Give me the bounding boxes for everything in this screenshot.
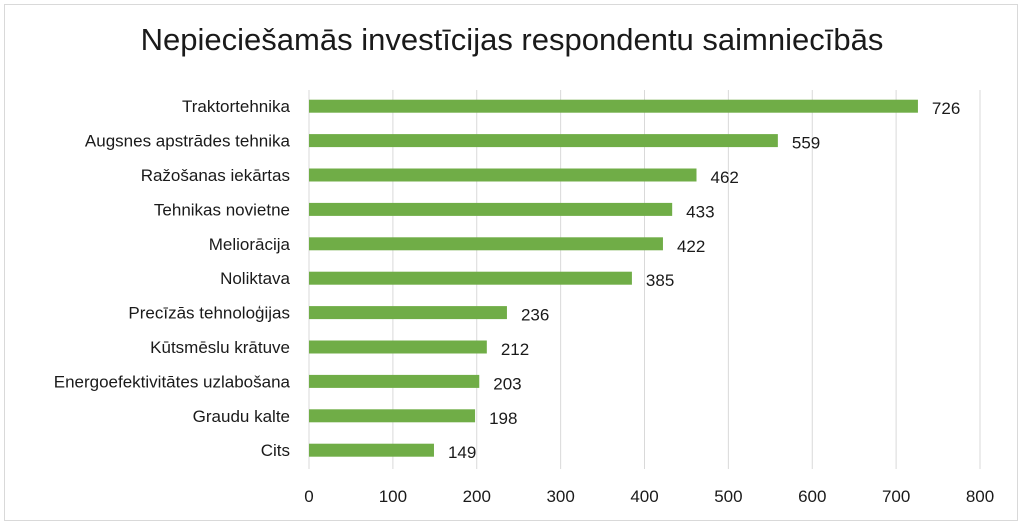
bar [309,99,918,113]
x-tick-label: 800 [966,487,994,506]
data-label: 236 [521,306,549,325]
category-label: Traktortehnika [182,97,291,116]
data-label: 726 [932,99,960,118]
category-label: Cits [261,441,290,460]
data-label: 198 [489,409,517,428]
data-label: 422 [677,237,705,256]
data-label: 203 [493,374,521,393]
category-label: Augsnes apstrādes tehnika [85,132,291,151]
data-label: 385 [646,271,674,290]
x-tick-label: 500 [714,487,742,506]
data-label: 559 [792,134,820,153]
x-tick-label: 100 [379,487,407,506]
category-label: Noliktava [220,269,290,288]
category-label: Ražošanas iekārtas [141,166,290,185]
bar [309,271,632,285]
bar [309,374,480,388]
bar [309,340,487,354]
category-label: Tehnikas novietne [154,200,290,219]
x-tick-label: 400 [630,487,658,506]
bar [309,306,507,320]
bar [309,237,663,251]
bar [309,168,697,182]
data-label: 212 [501,340,529,359]
category-label: Energoefektivitātes uzlabošana [54,372,291,391]
x-tick-label: 0 [304,487,313,506]
category-label: Graudu kalte [193,407,290,426]
bars [309,99,918,457]
x-tick-label: 600 [798,487,826,506]
x-tick-label: 300 [546,487,574,506]
bar [309,443,434,457]
x-tick-label: 700 [882,487,910,506]
bar [309,409,476,423]
chart-title: Nepieciešamās investīcijas respondentu s… [140,22,884,57]
data-label: 462 [711,168,739,187]
labels: 0 100 200 300 400 500 600 700 800 Traktortehnika 7… [54,97,994,506]
bar [309,202,673,216]
data-label: 433 [686,202,714,221]
category-label: Precīzās tehnoloģijas [128,304,290,323]
data-label: 149 [448,443,476,462]
category-label: Kūtsmēslu krātuve [150,338,290,357]
category-label: Meliorācija [209,235,291,254]
bar [309,134,778,148]
x-tick-label: 200 [463,487,491,506]
chart-frame [4,4,1018,521]
